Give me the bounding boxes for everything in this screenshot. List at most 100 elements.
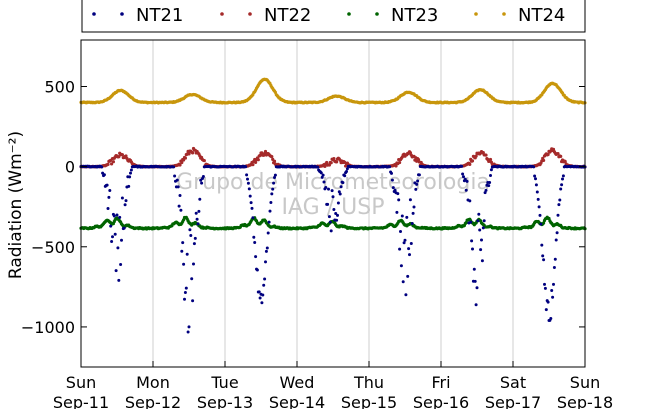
nt21-point <box>390 171 393 175</box>
nt21-point <box>534 183 538 187</box>
plot-area-background <box>81 40 585 367</box>
nt21-point <box>264 249 268 253</box>
watermark-line-2: IAG / USP <box>282 195 385 220</box>
series-nt21 <box>79 164 587 334</box>
y-axis-label: Radiation (Wm⁻²) <box>6 131 26 279</box>
nt21-point <box>272 181 276 185</box>
nt21-point <box>539 222 543 226</box>
nt22-point <box>272 159 277 163</box>
nt21-point <box>557 203 561 207</box>
legend-marker-nt24 <box>502 12 506 16</box>
nt21-point <box>345 170 348 174</box>
nt21-point <box>331 195 335 199</box>
nt21-point <box>561 174 565 178</box>
nt22-point <box>470 159 475 163</box>
nt21-point <box>322 180 326 184</box>
y-tick-label: −1000 <box>21 318 75 337</box>
nt21-point <box>544 308 548 312</box>
x-tick-label-day: Sun <box>66 373 96 392</box>
nt21-point <box>461 172 465 176</box>
nt21-point <box>263 277 267 281</box>
nt21-point <box>404 293 408 297</box>
nt21-point <box>172 165 176 169</box>
nt21-point <box>388 165 392 169</box>
nt21-point <box>116 246 120 250</box>
nt21-point <box>102 173 106 177</box>
nt23-point <box>542 221 546 225</box>
nt21-point <box>257 290 261 294</box>
x-tick-label-date: Sep-13 <box>197 393 253 409</box>
nt21-point <box>532 165 536 169</box>
nt21-point <box>550 289 554 293</box>
nt21-point <box>175 178 179 182</box>
nt21-point <box>324 186 328 190</box>
nt21-point <box>111 235 114 239</box>
nt22-point <box>335 160 339 164</box>
nt22-point <box>110 162 114 166</box>
legend-marker-nt22 <box>248 12 252 16</box>
nt21-point <box>273 173 277 177</box>
nt21-point <box>326 202 330 206</box>
nt22-point <box>542 158 546 163</box>
legend-marker-nt24 <box>474 12 478 16</box>
nt21-point <box>463 177 467 181</box>
nt21-point <box>406 274 410 278</box>
nt21-point <box>327 215 331 219</box>
nt21-point <box>336 213 339 217</box>
nt21-point <box>109 224 113 228</box>
nt21-point <box>477 212 481 216</box>
nt21-point <box>341 181 345 185</box>
nt21-point <box>197 209 201 213</box>
nt21-point <box>129 171 132 175</box>
nt21-point <box>120 196 124 200</box>
nt21-point <box>173 174 177 178</box>
nt21-point <box>201 175 205 179</box>
nt21-point <box>552 282 555 286</box>
nt22-point <box>332 157 336 161</box>
nt22-point <box>183 156 187 160</box>
nt21-point <box>405 215 409 219</box>
nt22-point <box>416 157 421 162</box>
nt21-point <box>244 165 248 169</box>
nt21-point <box>540 243 544 247</box>
nt21-point <box>538 213 542 217</box>
nt21-point <box>108 189 112 193</box>
legend-label-nt23: NT23 <box>391 5 438 26</box>
nt22-point <box>484 153 488 157</box>
nt21-point <box>552 266 556 270</box>
plot-frame <box>80 39 586 368</box>
nt21-point <box>417 173 421 177</box>
nt22-point <box>325 160 329 165</box>
nt21-point <box>187 325 191 329</box>
nt21-point <box>399 229 402 233</box>
nt21-point <box>339 185 343 189</box>
nt21-point <box>416 179 420 183</box>
nt21-point <box>334 211 338 215</box>
nt21-point <box>476 219 480 223</box>
nt21-point <box>398 247 402 251</box>
nt21-point <box>329 229 333 233</box>
nt21-point <box>414 187 418 191</box>
nt21-point <box>194 211 198 215</box>
x-axis: SunSep-11MonSep-12TueSep-13WedSep-14ThuS… <box>53 361 613 409</box>
x-tick-label-date: Sep-17 <box>485 393 541 409</box>
x-tick-label-day: Fri <box>431 373 450 392</box>
legend-marker-nt23 <box>347 12 351 16</box>
nt22-point <box>258 153 262 158</box>
nt21-point <box>113 232 117 236</box>
nt21-point <box>122 226 126 230</box>
nt21-point <box>176 185 180 189</box>
nt21-point <box>253 241 257 245</box>
legend: NT21 NT22 NT23 NT24 <box>81 0 586 33</box>
x-tick-label-day: Wed <box>280 373 315 392</box>
nt21-point <box>415 182 419 186</box>
nt21-point <box>198 197 202 201</box>
nt21-point <box>183 297 186 301</box>
nt21-point <box>250 206 254 210</box>
nt21-point <box>107 195 111 199</box>
nt21-point <box>118 215 122 219</box>
nt21-point <box>267 220 271 224</box>
nt21-point <box>114 269 118 273</box>
nt21-point <box>397 198 401 202</box>
nt21-point <box>543 282 546 286</box>
